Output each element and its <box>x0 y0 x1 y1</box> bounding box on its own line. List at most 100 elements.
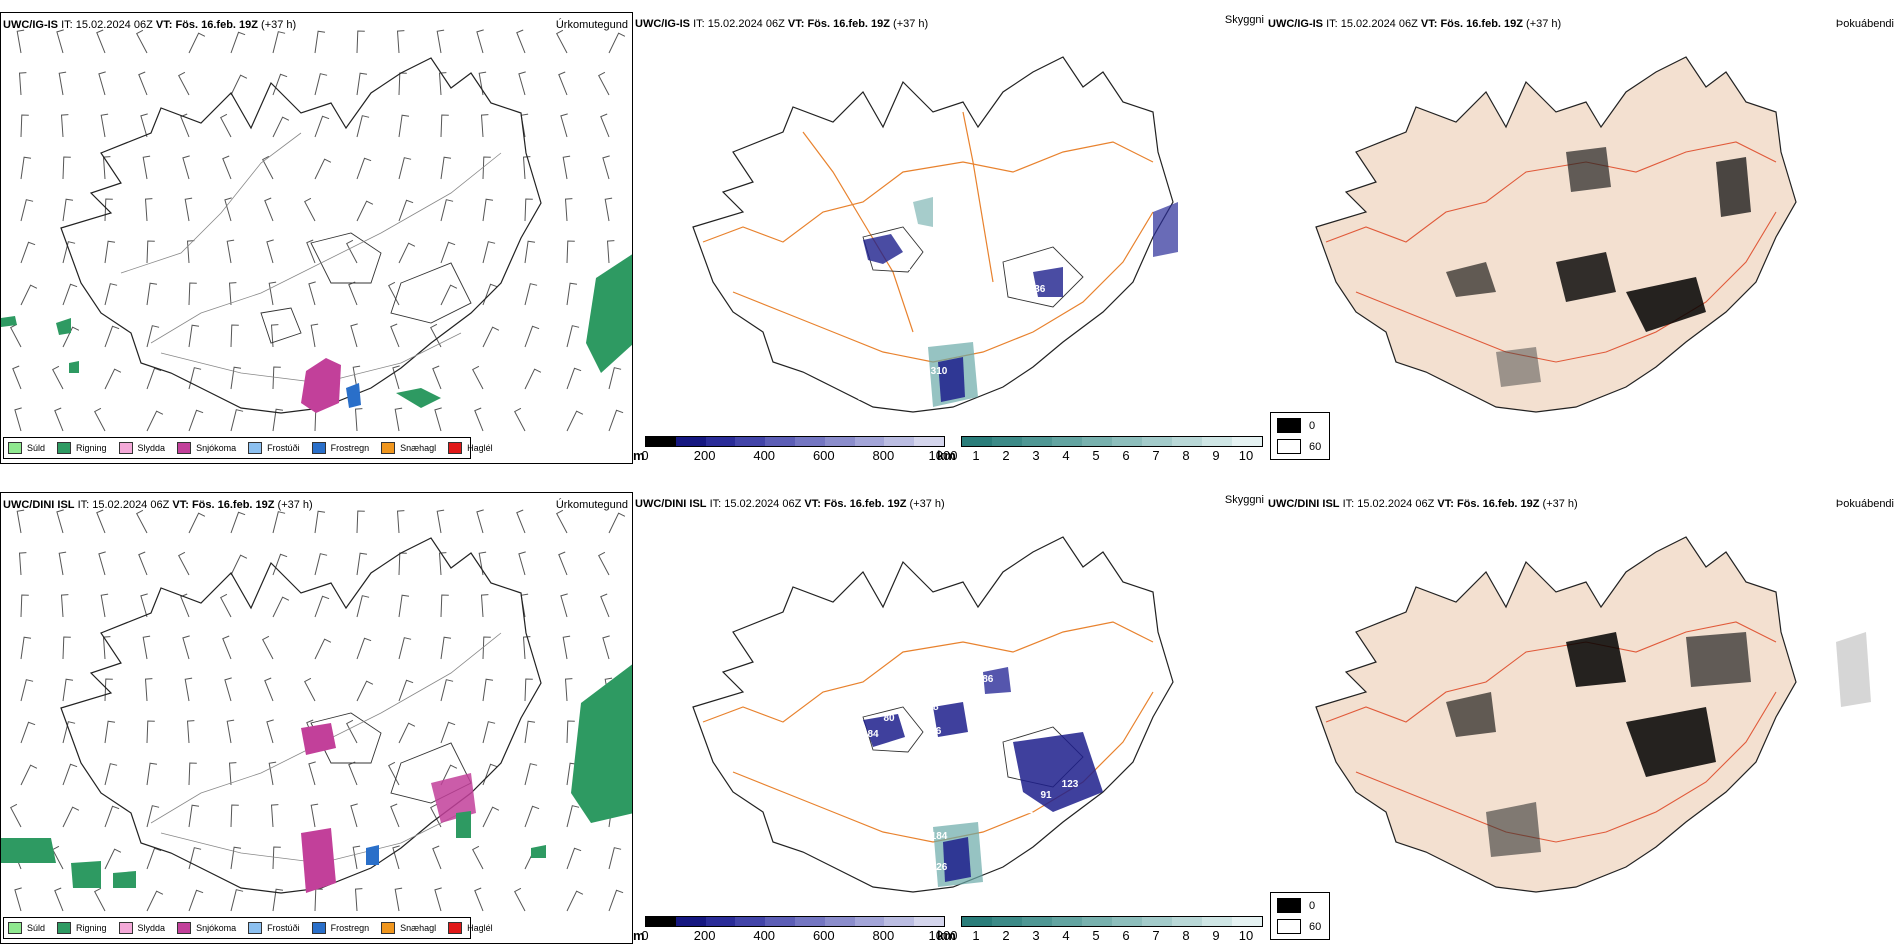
scale-swatch <box>735 437 766 446</box>
wind-barb <box>104 805 120 828</box>
wind-barb <box>482 198 494 222</box>
wind-barb <box>20 636 32 660</box>
wind-barb <box>146 367 162 390</box>
wind-barb <box>188 324 200 348</box>
wind-barb <box>264 677 274 702</box>
precip-map <box>1 509 632 912</box>
wind-barb <box>436 29 445 54</box>
legend-label: Haglél <box>467 443 493 453</box>
wind-barb <box>230 889 244 912</box>
wind-barb <box>268 281 277 306</box>
wind-barb <box>356 72 368 96</box>
vis-value-label: 77 <box>850 868 862 879</box>
wind-barb <box>178 551 190 576</box>
scale-swatch <box>675 917 706 926</box>
wind-barb <box>398 679 414 702</box>
scale-tick-label: 4 <box>1062 448 1070 463</box>
wind-barb <box>608 889 624 912</box>
wind-barb <box>62 806 80 828</box>
wind-barb <box>102 636 111 660</box>
wind-barb <box>20 764 38 786</box>
precip-type-panel-top: UWC/IG-IS IT: 15.02.2024 06Z VT: Fös. 16… <box>0 12 633 464</box>
scale-swatch <box>992 437 1022 446</box>
scale-swatch <box>705 917 736 926</box>
wind-barb <box>54 887 64 912</box>
wind-barb <box>566 847 582 870</box>
scale-swatch <box>765 917 795 926</box>
scale-tick-label: 200 <box>693 448 716 463</box>
wind-barb <box>182 155 190 180</box>
wind-barb <box>188 282 197 306</box>
wind-barb <box>354 408 363 432</box>
wind-barb <box>480 594 489 618</box>
scale-swatch <box>1232 917 1262 926</box>
scale-tick-label: 2 <box>1002 448 1010 463</box>
wind-barb <box>482 636 491 660</box>
wind-barb <box>476 29 484 54</box>
scale-swatch <box>735 917 766 926</box>
wind-barb <box>608 847 622 870</box>
wind-barb <box>566 805 580 828</box>
legend-swatch <box>248 442 263 454</box>
fog-areas <box>1446 147 1751 387</box>
scale-tick-label: 4 <box>1062 928 1070 943</box>
vis-value-label: 184 <box>931 831 948 842</box>
wind-barb <box>440 199 454 222</box>
precip-legend-item: Snæhagl <box>381 442 436 454</box>
wind-barb <box>566 890 584 912</box>
wind-barb <box>56 29 64 54</box>
legend-swatch <box>448 442 463 454</box>
wind-barb <box>352 365 361 390</box>
legend-label: Slydda <box>137 443 166 453</box>
wind-barb <box>144 198 153 222</box>
wind-barb <box>600 593 610 618</box>
vis-areas <box>863 197 1178 407</box>
wind-barb <box>474 407 484 432</box>
wind-barb <box>558 71 568 96</box>
legend-swatch <box>381 922 396 934</box>
wind-barb <box>226 719 235 744</box>
wind-barb <box>350 323 358 348</box>
wind-barb <box>272 846 281 870</box>
wind-barb <box>346 719 358 744</box>
wind-barb <box>272 116 290 138</box>
wind-barb <box>480 114 489 138</box>
wind-barb <box>266 239 274 264</box>
wind-barb <box>220 593 232 618</box>
wind-barb <box>356 552 368 576</box>
wind-barb <box>20 679 34 702</box>
wind-barb <box>608 367 622 390</box>
precip-legend-item: Rigning <box>57 442 107 454</box>
wind-barb <box>356 200 374 222</box>
vis-value-label: 289 <box>911 382 928 393</box>
scale-tick-label: 9 <box>1212 448 1220 463</box>
wind-barb <box>314 115 330 138</box>
wind-barb <box>18 552 27 576</box>
wind-barb <box>564 198 573 222</box>
wind-barb <box>604 197 613 222</box>
wind-barb <box>96 509 106 534</box>
wind-barb <box>146 240 155 264</box>
panel-label: Þokuábendi <box>1835 18 1894 30</box>
visibility-scale-m: m 0 200 400 600 800 1000 <box>633 434 957 463</box>
legend-label: Rigning <box>76 443 107 453</box>
wind-barb <box>18 72 27 96</box>
wind-barb <box>140 113 148 138</box>
fog-index-map <box>1315 536 1871 893</box>
scale-swatch <box>1202 437 1232 446</box>
vis-value-label: 2 <box>905 359 911 370</box>
wind-barb <box>20 284 38 306</box>
scale-swatch <box>824 437 855 446</box>
wind-barb <box>398 242 416 264</box>
wind-barb <box>398 552 407 576</box>
scale-swatch <box>992 917 1022 926</box>
wind-barb <box>104 198 113 222</box>
scale-swatch <box>794 437 825 446</box>
visibility-scale-km: km 1 2 3 4 5 6 7 8 9 10 <box>937 434 1266 463</box>
scale-swatch <box>1082 917 1112 926</box>
wind-barb <box>58 551 67 576</box>
visibility-scale-km: km 1 2 3 4 5 6 7 8 9 10 <box>937 914 1266 943</box>
vis-value-label: 50 <box>857 392 869 403</box>
legend-label: Snæhagl <box>400 923 437 933</box>
scale-tick-label: 10 <box>1238 448 1254 463</box>
